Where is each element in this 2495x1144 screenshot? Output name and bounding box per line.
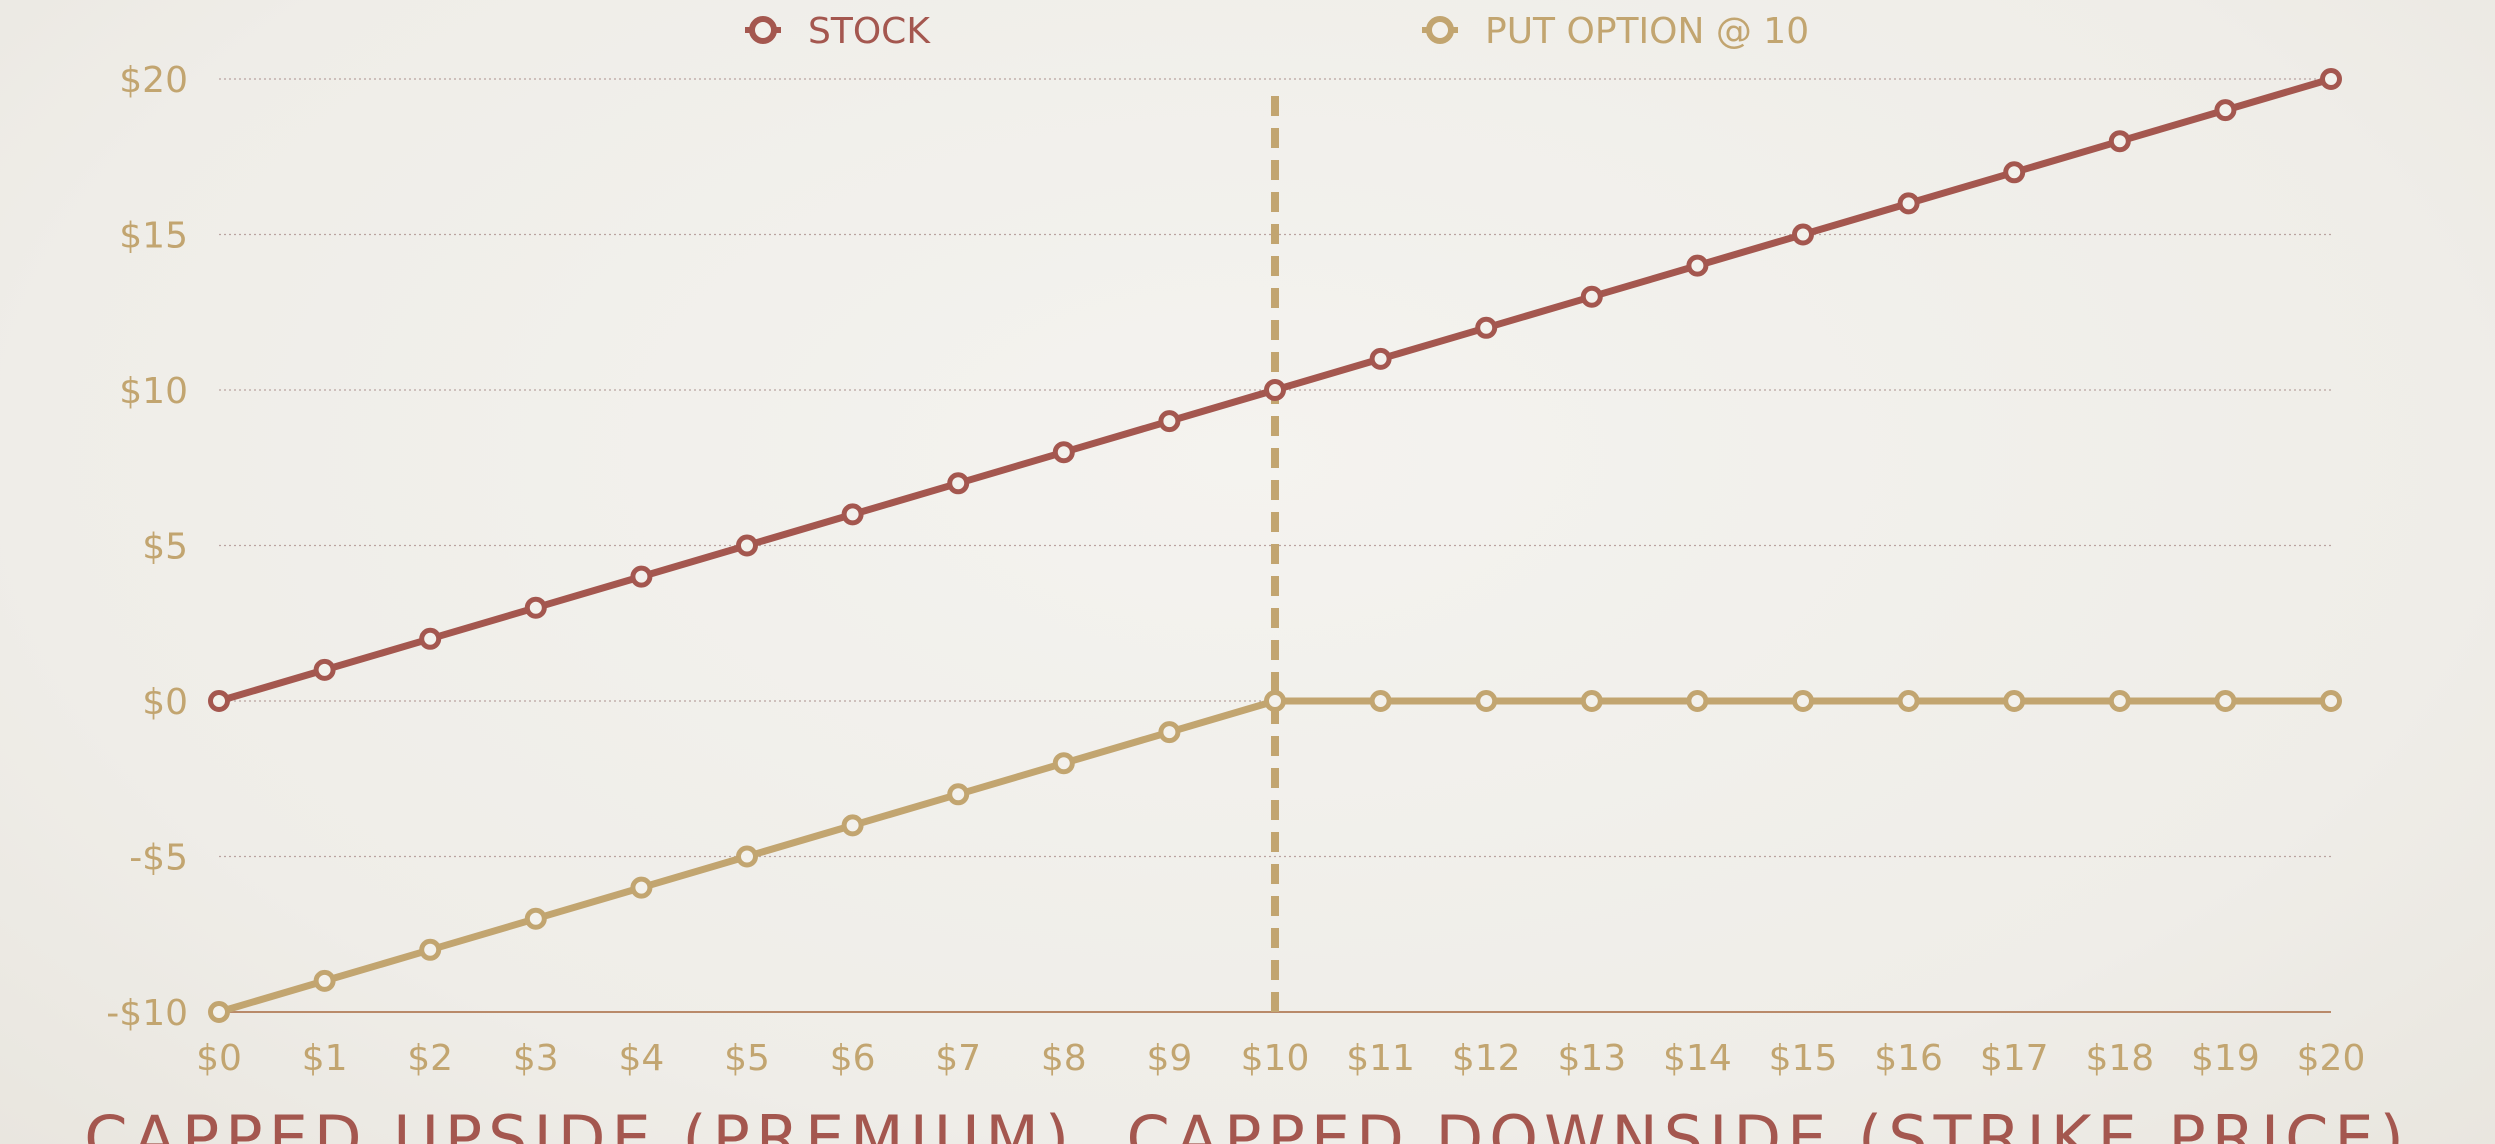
y-tick-label: $20 bbox=[119, 60, 188, 101]
x-tick-label: $20 bbox=[2297, 1038, 2366, 1079]
legend-marker-icon bbox=[1426, 16, 1454, 44]
y-tick-label: $15 bbox=[119, 216, 188, 257]
x-tick-label: $6 bbox=[830, 1038, 876, 1079]
data-point bbox=[1580, 690, 1603, 712]
series-put-option bbox=[208, 690, 2342, 1023]
legend: STOCK PUT OPTION @ 10 bbox=[745, 11, 1809, 52]
x-tick-label: $4 bbox=[618, 1038, 664, 1079]
data-point bbox=[1686, 690, 1709, 712]
data-point bbox=[630, 876, 653, 899]
data-point bbox=[2214, 690, 2237, 712]
x-tick-label: $11 bbox=[1346, 1038, 1415, 1079]
x-tick-label: $19 bbox=[2191, 1038, 2260, 1079]
x-tick-label: $3 bbox=[513, 1038, 559, 1079]
x-tick-label: $7 bbox=[935, 1038, 981, 1079]
data-point bbox=[1158, 721, 1181, 744]
x-tick-label: $2 bbox=[407, 1038, 453, 1079]
x-tick-label: $8 bbox=[1041, 1038, 1087, 1079]
data-point bbox=[208, 690, 230, 712]
data-point bbox=[947, 472, 970, 495]
x-tick-label: $12 bbox=[1452, 1038, 1521, 1079]
data-point bbox=[2108, 130, 2131, 153]
data-point bbox=[2320, 690, 2342, 712]
axis-layer: -$10 -$5 $0 $5 $10 $15 $20 $0 $1 $2 $3 $4 $5 $6 $7 $8 $9… bbox=[106, 60, 2365, 1079]
data-point bbox=[841, 503, 864, 526]
data-point bbox=[2214, 99, 2237, 122]
data-point bbox=[1158, 410, 1181, 433]
data-point bbox=[1580, 285, 1603, 308]
x-tick-label: $1 bbox=[302, 1038, 348, 1079]
data-point bbox=[1052, 441, 1075, 464]
data-point bbox=[1264, 379, 1286, 401]
data-point bbox=[524, 907, 547, 930]
legend-item-stock: STOCK bbox=[745, 11, 931, 52]
x-tick-label: $18 bbox=[2085, 1038, 2154, 1079]
data-point bbox=[524, 596, 547, 619]
x-tick-label: $5 bbox=[724, 1038, 770, 1079]
data-point bbox=[313, 969, 336, 992]
data-point bbox=[841, 814, 864, 837]
data-point bbox=[1369, 690, 1392, 712]
legend-label: PUT OPTION @ 10 bbox=[1485, 11, 1809, 52]
data-point bbox=[1475, 316, 1498, 339]
data-point bbox=[1264, 690, 1286, 712]
data-point bbox=[1686, 254, 1709, 277]
y-tick-label: -$5 bbox=[129, 838, 188, 879]
data-point bbox=[1369, 347, 1392, 370]
data-point bbox=[1897, 192, 1920, 215]
series-layer bbox=[208, 68, 2342, 1023]
data-point bbox=[2003, 161, 2026, 184]
data-point bbox=[736, 534, 758, 557]
data-point bbox=[2108, 690, 2131, 712]
data-point bbox=[1792, 223, 1814, 246]
data-point bbox=[736, 845, 758, 868]
data-point bbox=[2320, 68, 2342, 90]
x-tick-label: $0 bbox=[196, 1038, 242, 1079]
chart-subtitle: CAPPED UPSIDE (PREMIUM), CAPPED DOWNSIDE… bbox=[84, 1102, 2410, 1144]
x-tick-label: $16 bbox=[1874, 1038, 1943, 1079]
data-point bbox=[419, 627, 442, 650]
data-point bbox=[1475, 690, 1498, 712]
data-point bbox=[630, 565, 653, 588]
data-point bbox=[1052, 752, 1075, 775]
y-tick-label: $5 bbox=[142, 527, 188, 568]
y-tick-label: -$10 bbox=[106, 993, 188, 1034]
legend-item-put-option: PUT OPTION @ 10 bbox=[1422, 11, 1809, 52]
legend-label: STOCK bbox=[808, 11, 931, 52]
data-point bbox=[1792, 690, 1814, 712]
x-tick-label: $13 bbox=[1557, 1038, 1626, 1079]
x-tick-label: $10 bbox=[1241, 1038, 1310, 1079]
series-stock bbox=[208, 68, 2342, 712]
data-point bbox=[947, 783, 970, 806]
x-tick-label: $14 bbox=[1663, 1038, 1732, 1079]
data-point bbox=[313, 658, 336, 681]
data-point bbox=[1897, 690, 1920, 712]
x-tick-label: $9 bbox=[1146, 1038, 1192, 1079]
data-point bbox=[208, 1001, 230, 1023]
legend-marker-icon bbox=[749, 16, 777, 44]
y-tick-label: $0 bbox=[142, 682, 188, 723]
x-tick-label: $17 bbox=[1980, 1038, 2049, 1079]
x-tick-label: $15 bbox=[1769, 1038, 1838, 1079]
data-point bbox=[419, 938, 442, 961]
data-point bbox=[2003, 690, 2026, 712]
y-tick-label: $10 bbox=[119, 371, 188, 412]
